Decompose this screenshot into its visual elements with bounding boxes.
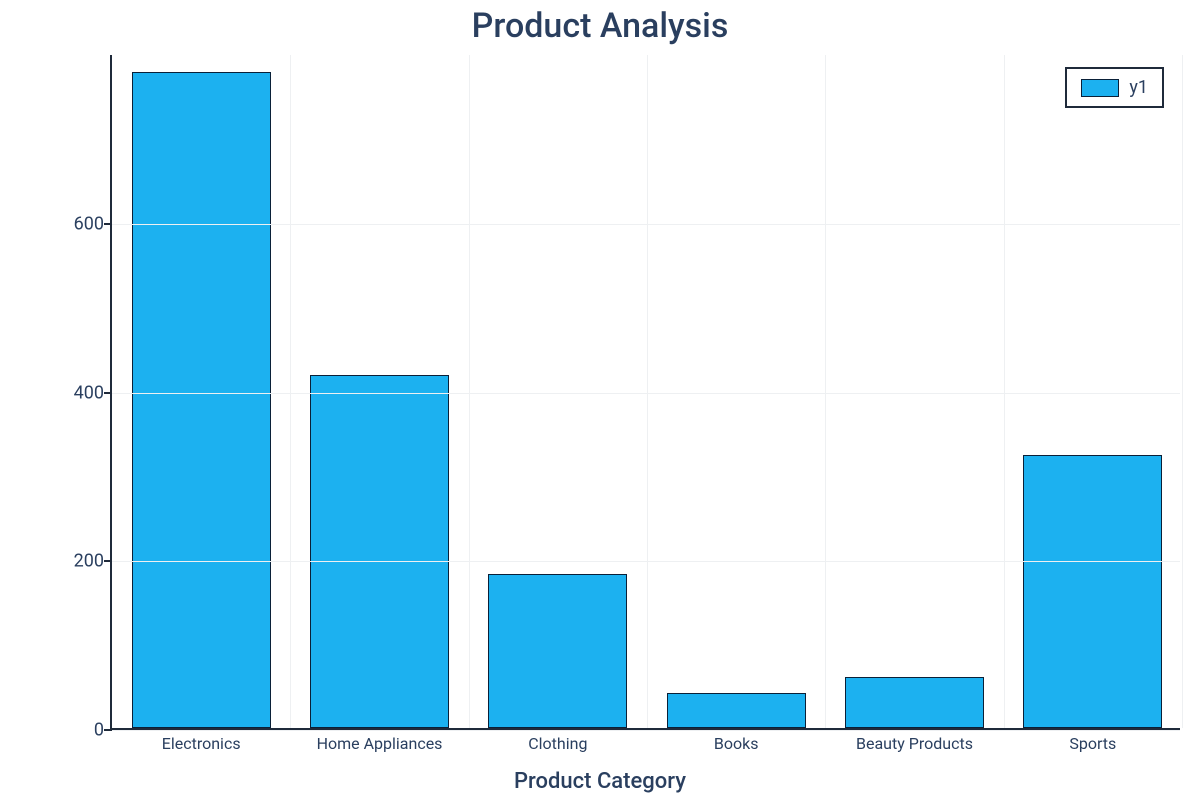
legend-label: y1 (1129, 77, 1148, 98)
grid-line-horizontal (112, 393, 1180, 394)
bars-layer (112, 55, 1180, 728)
bar (488, 574, 627, 728)
bar (310, 375, 449, 728)
chart-title: Product Analysis (0, 6, 1200, 46)
bar (667, 693, 806, 728)
grid-line-horizontal (112, 561, 1180, 562)
grid-line-vertical (469, 55, 470, 728)
y-tick-label: 200 (74, 551, 112, 572)
grid-line-vertical (290, 55, 291, 728)
plot-area: y1 0200400600ElectronicsHome AppliancesC… (110, 55, 1180, 730)
y-tick-label: 0 (94, 720, 112, 741)
grid-line-vertical (825, 55, 826, 728)
x-tick-label: Clothing (528, 728, 587, 753)
x-tick-label: Sports (1069, 728, 1116, 753)
x-tick-label: Beauty Products (856, 728, 973, 753)
x-tick-label: Electronics (162, 728, 241, 753)
chart-container: Product Analysis Total Revenue After Tax… (0, 0, 1200, 800)
bar (845, 677, 984, 728)
legend-swatch (1081, 79, 1119, 97)
grid-line-vertical (1004, 55, 1005, 728)
grid-line-horizontal (112, 224, 1180, 225)
y-tick-label: 400 (74, 382, 112, 403)
x-tick-label: Books (714, 728, 759, 753)
x-tick-label: Home Appliances (317, 728, 443, 753)
legend: y1 (1065, 67, 1164, 108)
grid-line-vertical (647, 55, 648, 728)
x-axis-label: Product Category (0, 769, 1200, 794)
bar (132, 72, 271, 728)
bar (1023, 455, 1162, 728)
y-tick-label: 600 (74, 213, 112, 234)
grid-line-horizontal (112, 730, 1180, 731)
grid-line-vertical (1182, 55, 1183, 728)
